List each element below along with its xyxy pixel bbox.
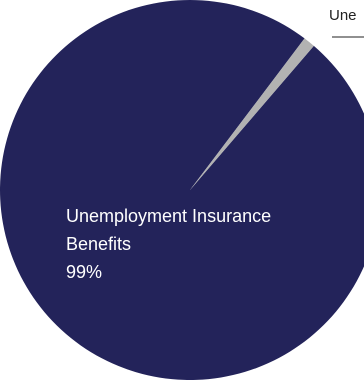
pie-slice-une (190, 38, 314, 190)
slice-value-label: 99% (66, 262, 102, 282)
slice-label-unemployment-insurance-benefits: Unemployment Insurance Benefits 99% (66, 206, 276, 282)
callout-label: Une (329, 7, 357, 24)
slice-label-line-2: Benefits (66, 234, 131, 254)
slice-label-line-1: Unemployment Insurance (66, 206, 271, 226)
